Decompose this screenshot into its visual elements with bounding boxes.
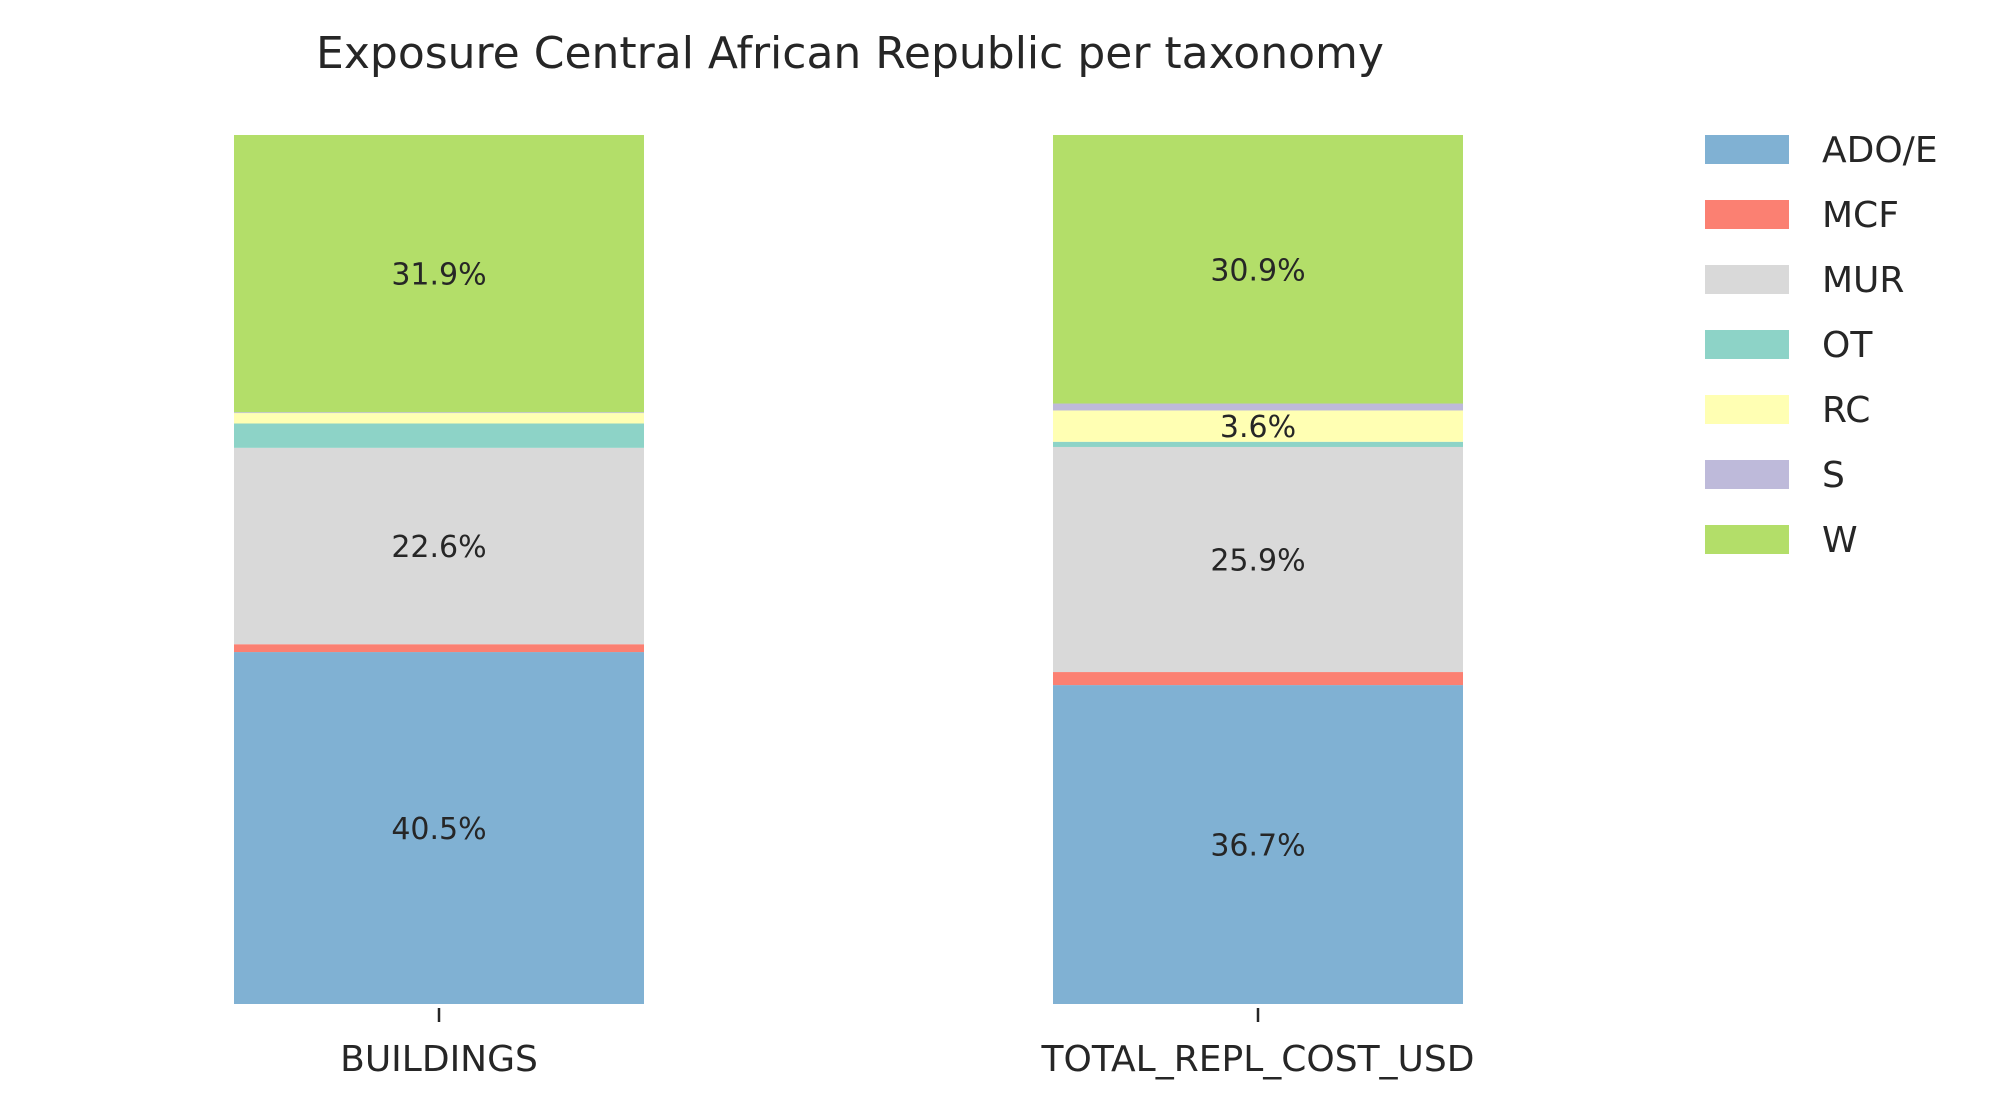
x-axis: BUILDINGS TOTAL_REPL_COST_USD: [340, 1008, 1474, 1080]
bar-segment-ado-e-total-repl-cost-usd: [1053, 685, 1463, 1004]
bar-segment-ado-e-buildings: [234, 652, 644, 1004]
legend-label: MCF: [1822, 195, 1899, 236]
bar-segment-s-buildings: [234, 412, 644, 414]
data-label: 31.9%: [391, 258, 486, 293]
legend-swatch-ot: [1705, 330, 1789, 359]
legend-label: OT: [1822, 325, 1873, 366]
legend-swatch-w: [1705, 525, 1789, 554]
data-labels-group: 40.5% 22.6% 31.9% 36.7% 25.9% 3.6% 30.9%: [391, 253, 1305, 863]
bar-segment-w-total-repl-cost-usd: [1053, 135, 1463, 404]
data-label: 30.9%: [1210, 253, 1305, 288]
x-tick-label: BUILDINGS: [340, 1039, 538, 1080]
legend-label: W: [1822, 520, 1858, 561]
legend-label: RC: [1822, 390, 1870, 431]
x-tick-label: TOTAL_REPL_COST_USD: [1041, 1039, 1475, 1080]
chart-title: Exposure Central African Republic per ta…: [316, 28, 1384, 79]
bar-segment-w-buildings: [234, 135, 644, 413]
bar-segment-rc-buildings: [234, 413, 644, 424]
data-label: 25.9%: [1210, 544, 1305, 579]
data-label: 22.6%: [391, 530, 486, 565]
legend-swatch-s: [1705, 460, 1789, 489]
legend-label: ADO/E: [1822, 130, 1938, 171]
legend-swatch-mcf: [1705, 200, 1789, 229]
bar-segment-s-total-repl-cost-usd: [1053, 403, 1463, 411]
bar-segment-mur-total-repl-cost-usd: [1053, 446, 1463, 673]
data-label: 36.7%: [1210, 829, 1305, 864]
legend-swatch-rc: [1705, 395, 1789, 424]
bar-segment-ot-buildings: [234, 423, 644, 448]
bar-segment-mcf-total-repl-cost-usd: [1053, 672, 1463, 686]
legend-label: S: [1822, 455, 1845, 496]
bar-segment-rc-total-repl-cost-usd: [1053, 410, 1463, 442]
data-label: 40.5%: [391, 812, 486, 847]
data-label: 3.6%: [1220, 410, 1296, 445]
legend-label: MUR: [1822, 260, 1904, 301]
bar-segment-mur-buildings: [234, 447, 644, 645]
legend: ADO/E MCF MUR OT RC SW: [1705, 130, 1938, 561]
legend-swatch-ado-e: [1705, 135, 1789, 164]
bar-segment-mcf-buildings: [234, 644, 644, 653]
legend-swatch-mur: [1705, 265, 1789, 294]
bar-segment-ot-total-repl-cost-usd: [1053, 441, 1463, 447]
bars-group: [234, 135, 1463, 1004]
